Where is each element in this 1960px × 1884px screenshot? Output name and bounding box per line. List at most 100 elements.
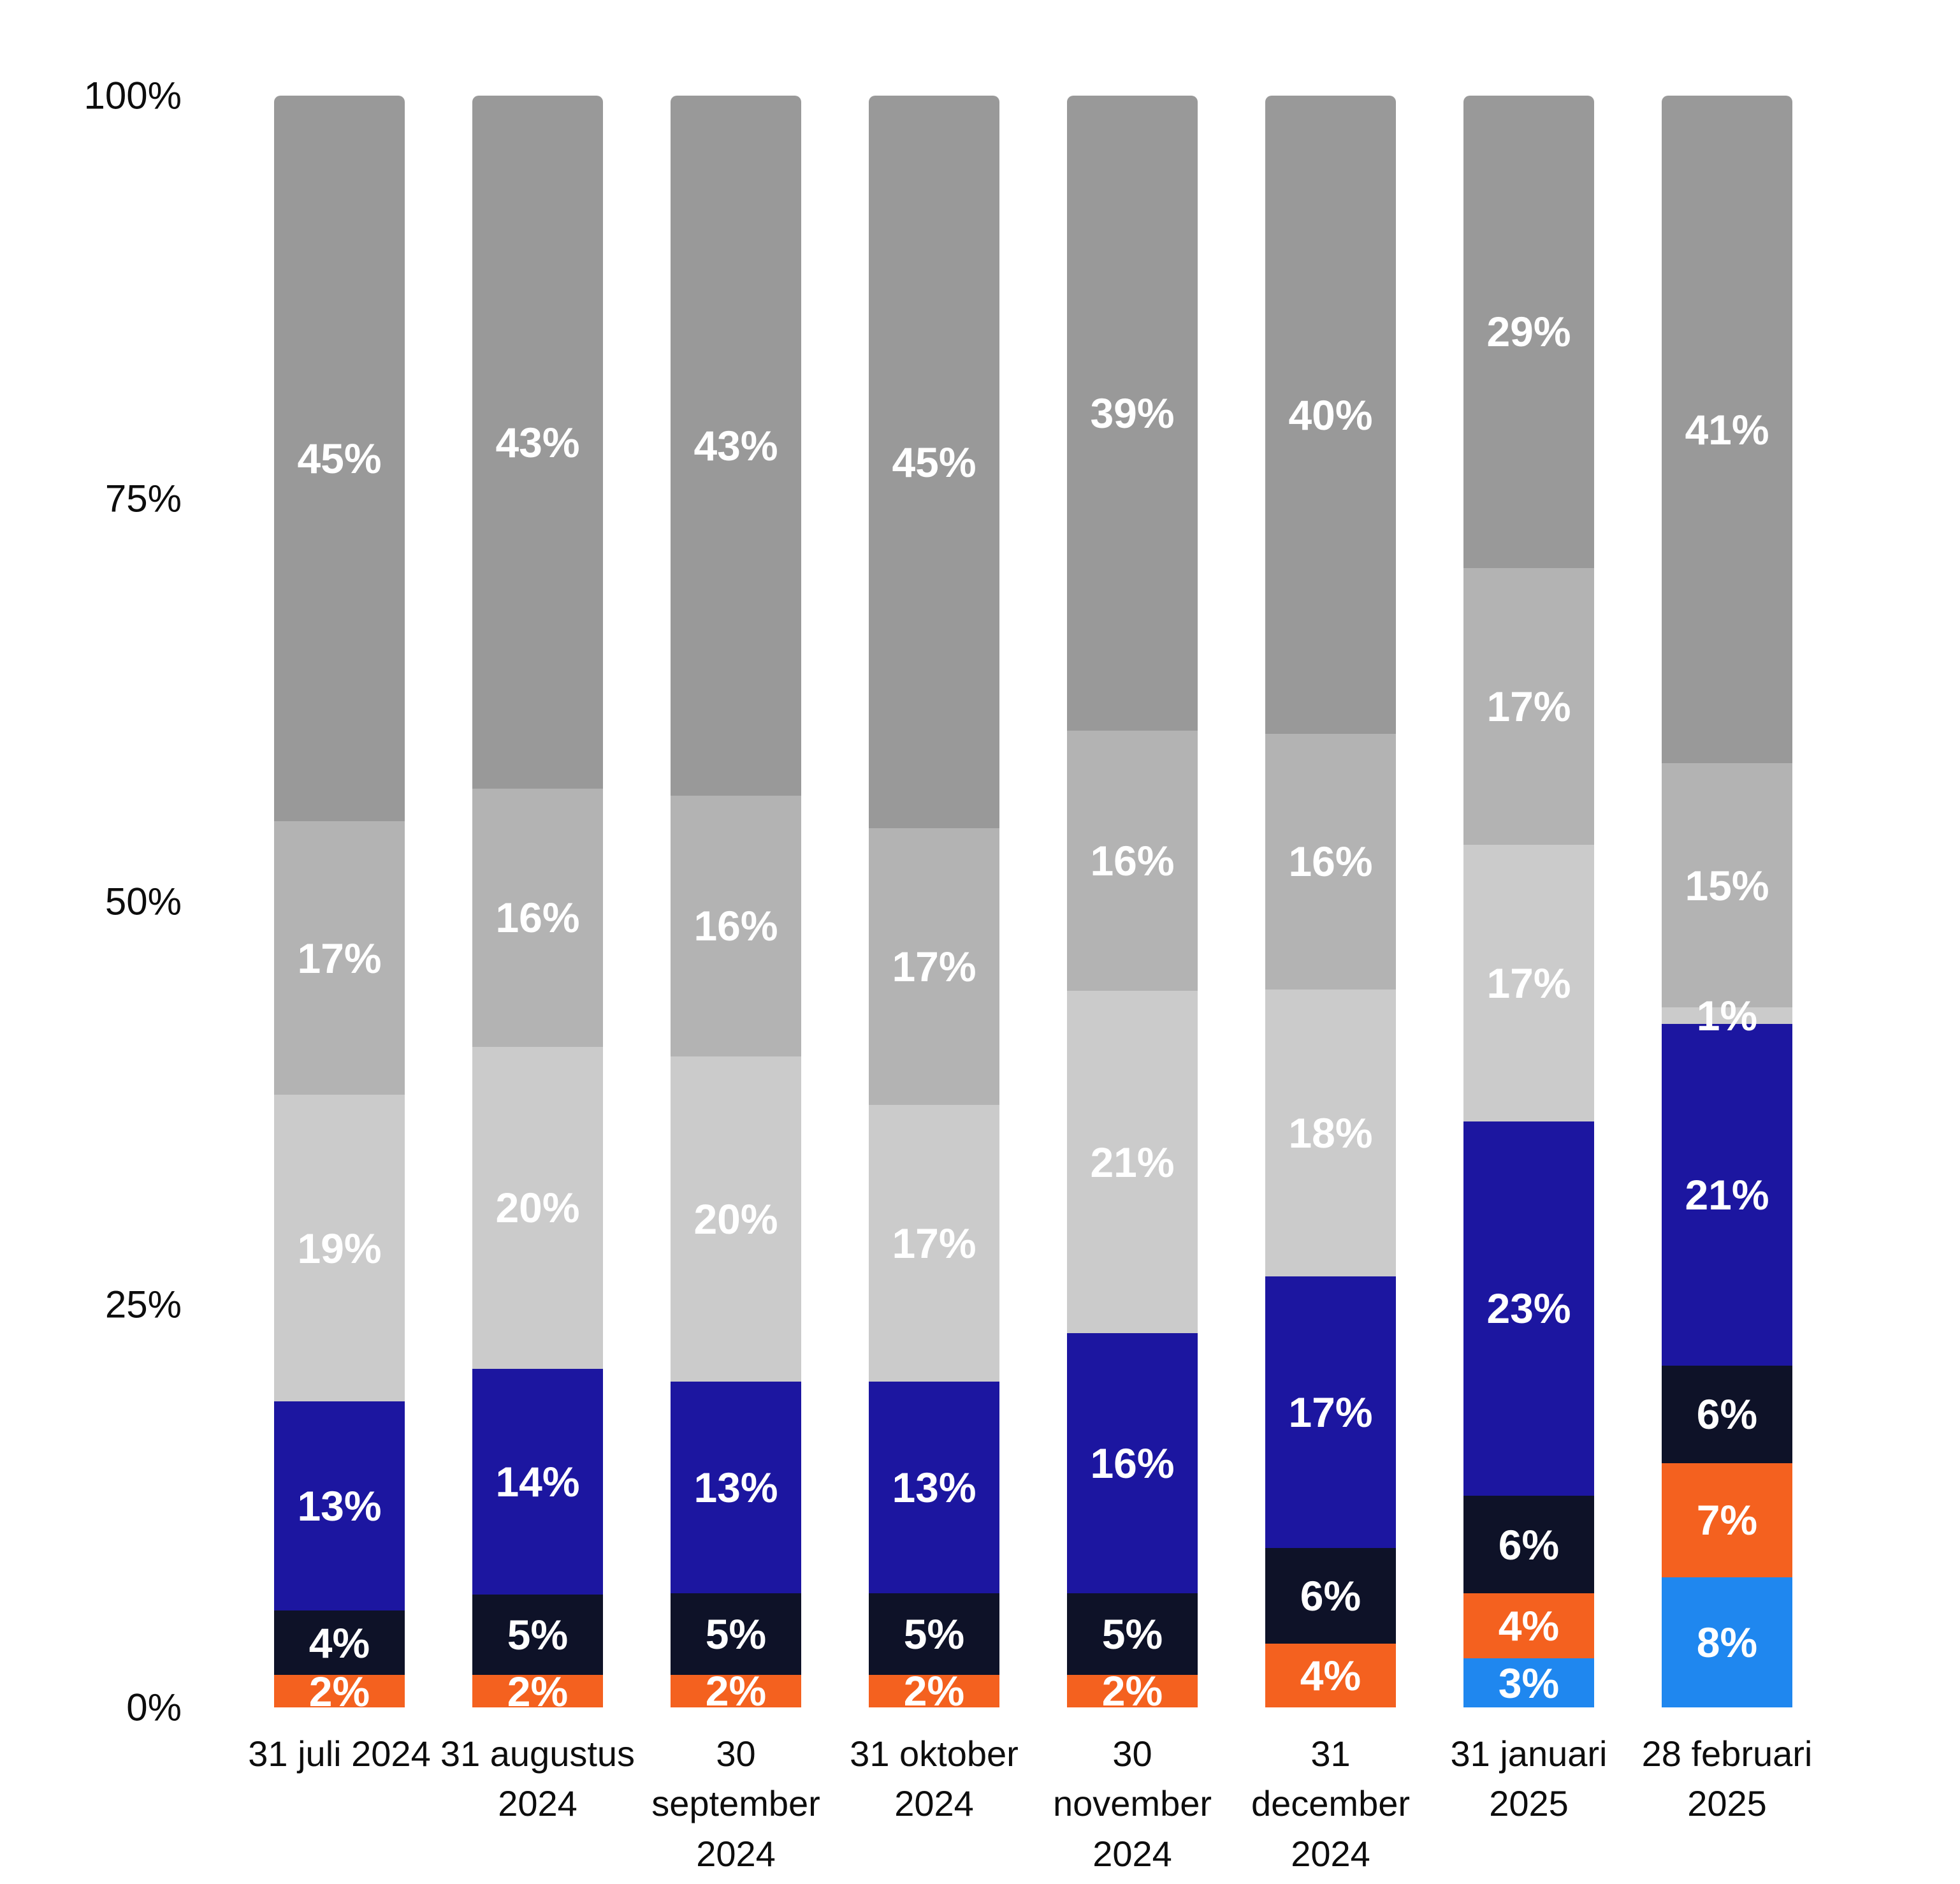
navy-segment: 4%	[274, 1610, 405, 1676]
light-gray-segment: 18%	[1265, 989, 1396, 1277]
bar-column-6: 3% 4% 6% 23% 17% 17% 29%	[1463, 96, 1594, 1707]
segment-data-label: 45%	[297, 434, 382, 482]
segment-data-label: 7%	[1696, 1496, 1758, 1544]
dark-gray-segment: 29%	[1463, 96, 1594, 568]
dark-gray-segment: 43%	[472, 96, 603, 789]
dark-blue-segment: 13%	[869, 1382, 999, 1594]
dark-blue-segment: 17%	[1265, 1276, 1396, 1548]
segment-data-label: 17%	[892, 1220, 976, 1267]
dark-blue-segment: 21%	[1662, 1023, 1792, 1366]
segment-data-label: 4%	[1300, 1651, 1361, 1699]
x-axis-label-0: 31 juli 2024	[248, 1734, 431, 1774]
bar-column-4: 2% 5% 16% 21% 16% 39%	[1067, 96, 1198, 1712]
orange-segment: 2%	[274, 1670, 405, 1712]
dark-blue-segment: 13%	[671, 1382, 801, 1594]
navy-segment: 6%	[1463, 1496, 1594, 1594]
y-axis-tick-75: 75%	[105, 477, 182, 520]
orange-segment: 2%	[671, 1670, 801, 1712]
segment-data-label: 16%	[1090, 1439, 1175, 1487]
segment-data-label: 39%	[1090, 389, 1175, 437]
segment-data-label: 40%	[1288, 391, 1373, 439]
segment-data-label: 13%	[892, 1464, 976, 1512]
dark-gray-segment: 40%	[1265, 96, 1396, 734]
segment-data-label: 8%	[1696, 1618, 1758, 1666]
segment-data-label: 20%	[693, 1195, 778, 1243]
y-axis-tick-0: 0%	[126, 1686, 182, 1729]
segment-data-label: 5%	[507, 1611, 569, 1659]
segment-data-label: 4%	[309, 1619, 370, 1667]
bar-column-0: 2% 4% 13% 19% 17% 45%	[274, 96, 405, 1712]
segment-data-label: 16%	[1288, 838, 1373, 886]
segment-data-label: 43%	[495, 418, 580, 466]
navy-segment: 5%	[1067, 1593, 1198, 1675]
segment-data-label: 5%	[1101, 1610, 1163, 1658]
segment-data-label: 5%	[705, 1610, 767, 1658]
orange-segment: 2%	[869, 1670, 999, 1712]
bar-column-3: 2% 5% 13% 17% 17% 45%	[869, 96, 999, 1712]
segment-data-label: 13%	[693, 1464, 778, 1512]
segment-data-label: 16%	[693, 902, 778, 950]
x-axis-label-5: 31 december 2024	[1251, 1734, 1411, 1874]
dark-gray-segment: 45%	[869, 96, 999, 829]
orange-segment: 2%	[1067, 1670, 1198, 1712]
segment-data-label: 19%	[297, 1224, 382, 1272]
segment-data-label: 17%	[1288, 1388, 1373, 1436]
x-axis-label-3: 31 oktober 2024	[850, 1734, 1019, 1824]
segment-data-label: 29%	[1486, 308, 1571, 356]
segment-data-label: 21%	[1685, 1171, 1769, 1218]
segment-data-label: 13%	[297, 1482, 382, 1530]
y-axis-tick-100: 100%	[83, 74, 182, 117]
segment-data-label: 41%	[1685, 405, 1769, 453]
dark-gray-segment: 41%	[1662, 96, 1792, 763]
segment-data-label: 5%	[903, 1610, 965, 1658]
bar-column-1: 2% 5% 14% 20% 16% 43%	[472, 96, 603, 1712]
segment-data-label: 2%	[507, 1667, 569, 1715]
dark-gray-segment: 45%	[274, 96, 405, 821]
segment-data-label: 17%	[892, 943, 976, 991]
segment-data-label: 16%	[495, 894, 580, 942]
mid-gray-segment: 16%	[1265, 734, 1396, 989]
segment-data-label: 15%	[1685, 861, 1769, 909]
light-gray-segment: 17%	[869, 1105, 999, 1382]
dark-blue-segment: 13%	[274, 1401, 405, 1611]
bar-column-5: 4% 6% 17% 18% 16% 40%	[1265, 96, 1396, 1707]
segment-data-label: 16%	[1090, 837, 1175, 885]
mid-gray-segment: 16%	[472, 789, 603, 1047]
light-gray-segment: 1%	[1662, 995, 1792, 1037]
bar-column-2: 2% 5% 13% 20% 16% 43%	[671, 96, 801, 1712]
segment-data-label: 6%	[1696, 1391, 1758, 1438]
dark-blue-segment: 14%	[472, 1369, 603, 1595]
segment-data-label: 21%	[1090, 1138, 1175, 1186]
light-gray-segment: 21%	[1067, 991, 1198, 1333]
segment-data-label: 43%	[693, 422, 778, 470]
segment-data-label: 14%	[495, 1458, 580, 1506]
segment-data-label: 6%	[1498, 1521, 1560, 1568]
segment-data-label: 6%	[1300, 1572, 1361, 1619]
x-axis-label-2: 30 september 2024	[651, 1734, 820, 1874]
segment-data-label: 2%	[1101, 1667, 1163, 1715]
x-axis-label-1: 31 augustus 2024	[440, 1734, 635, 1824]
navy-segment: 6%	[1265, 1547, 1396, 1644]
mid-gray-segment: 15%	[1662, 763, 1792, 1008]
light-blue-segment: 3%	[1463, 1658, 1594, 1707]
segment-data-label: 18%	[1288, 1109, 1373, 1157]
dark-blue-segment: 16%	[1067, 1333, 1198, 1594]
segment-data-label: 45%	[892, 438, 976, 486]
navy-segment: 5%	[671, 1593, 801, 1675]
orange-segment: 2%	[472, 1670, 603, 1712]
segment-data-label: 1%	[1696, 991, 1758, 1039]
x-axis-label-4: 30 november 2024	[1052, 1734, 1212, 1874]
navy-segment: 6%	[1662, 1365, 1792, 1463]
y-axis-tick-25: 25%	[105, 1283, 182, 1326]
dark-gray-segment: 43%	[671, 96, 801, 796]
x-axis-label-7: 28 februari 2025	[1641, 1734, 1813, 1824]
y-axis-tick-50: 50%	[105, 880, 182, 923]
x-axis-label-6: 31 januari 2025	[1450, 1734, 1608, 1824]
segment-data-label: 17%	[1486, 959, 1571, 1007]
dark-gray-segment: 39%	[1067, 96, 1198, 731]
navy-segment: 5%	[869, 1593, 999, 1675]
segment-data-label: 4%	[1498, 1602, 1560, 1650]
mid-gray-segment: 17%	[869, 828, 999, 1106]
light-gray-segment: 20%	[472, 1046, 603, 1369]
